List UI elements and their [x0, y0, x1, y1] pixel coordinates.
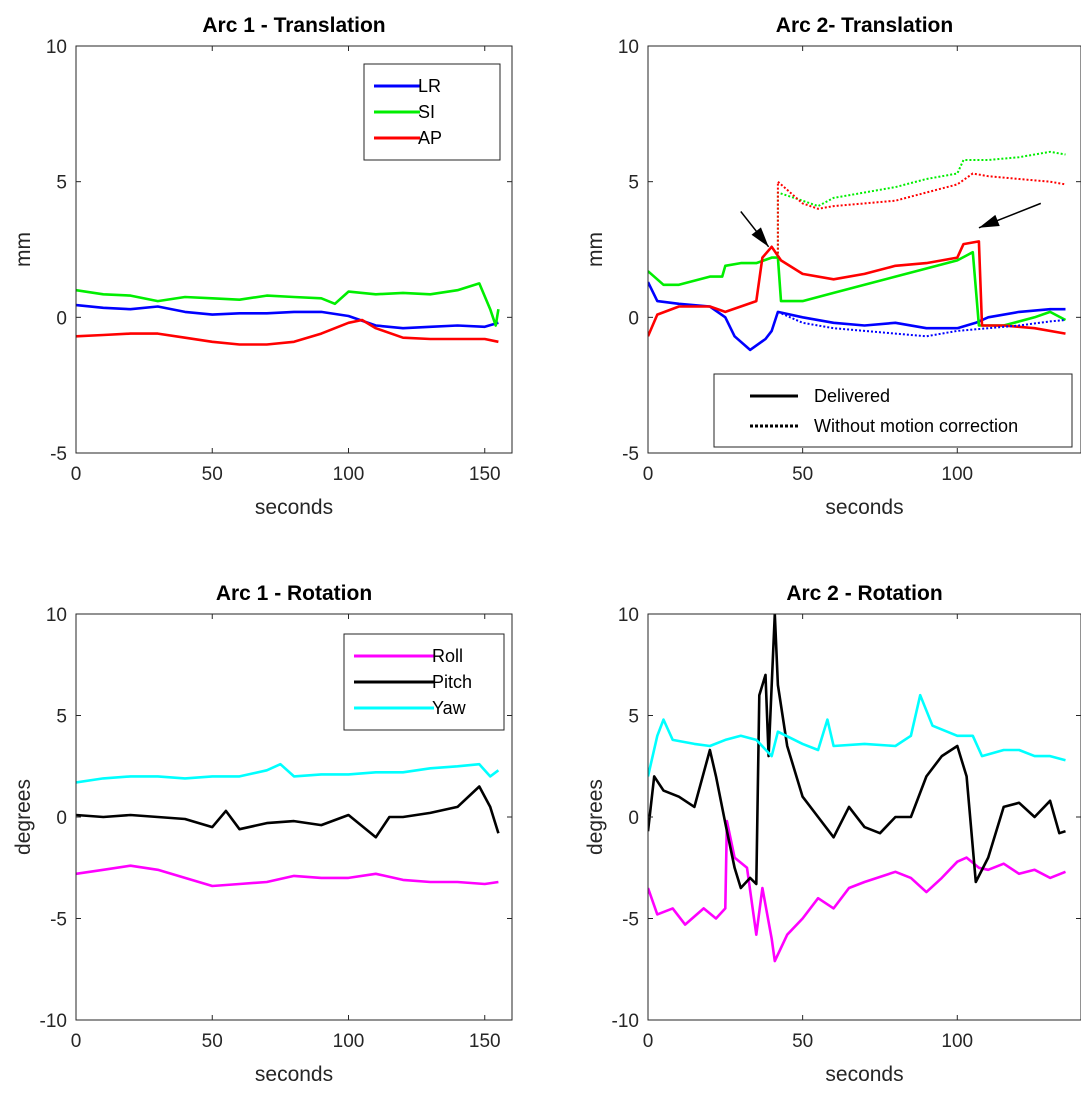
series-line-5	[778, 174, 1066, 258]
x-tick-label: 50	[202, 464, 223, 485]
x-axis-label: seconds	[825, 1063, 903, 1086]
x-tick-label: 0	[71, 1031, 82, 1052]
annotation-arrowhead	[752, 227, 769, 246]
x-tick-label: 50	[202, 1031, 223, 1052]
legend-label: Roll	[432, 646, 463, 666]
series-line-3	[648, 695, 1066, 776]
x-tick-label: 150	[469, 1031, 501, 1052]
y-tick-label: -5	[50, 444, 67, 465]
series-line-4	[778, 152, 1066, 258]
legend: Delivered Without motion correction	[714, 374, 1072, 447]
y-axis-label: mm	[12, 232, 35, 267]
y-tick-label: 0	[56, 808, 67, 829]
y-tick-label: 10	[618, 605, 639, 626]
y-tick-label: 0	[56, 308, 67, 329]
x-tick-label: 150	[469, 464, 501, 485]
y-tick-label: -5	[622, 910, 639, 931]
y-tick-label: 10	[46, 37, 67, 58]
legend-label: AP	[418, 128, 442, 148]
series-line-yaw	[76, 764, 498, 782]
series-line-roll	[76, 866, 498, 886]
y-axis-label: degrees	[12, 779, 35, 855]
legend-box	[714, 374, 1072, 447]
series-line-si	[76, 283, 498, 325]
y-tick-label: 0	[628, 808, 639, 829]
chart-panel-4: 0 50 100 -10 -5 0 5 10 Arc 2 - Rotation seconds de…	[584, 582, 1081, 1086]
legend: LR SI AP	[364, 64, 500, 160]
y-tick-label: -5	[622, 444, 639, 465]
x-tick-label: 50	[792, 1031, 813, 1052]
series-line-pitch	[76, 787, 498, 838]
series-line-ap	[76, 320, 498, 345]
x-tick-label: 0	[643, 1031, 654, 1052]
chart-title: Arc 1 - Translation	[202, 14, 385, 37]
series-line-6	[778, 312, 1066, 336]
legend-label: SI	[418, 102, 435, 122]
y-tick-label: -5	[50, 910, 67, 931]
legend-label: Delivered	[814, 386, 890, 406]
chart-title: Arc 2 - Rotation	[786, 582, 942, 605]
axes-box	[648, 614, 1081, 1020]
x-tick-label: 0	[71, 464, 82, 485]
legend-label: Yaw	[432, 698, 467, 718]
y-tick-label: 5	[628, 707, 639, 728]
legend: Roll Pitch Yaw	[344, 634, 504, 730]
series-line-3	[648, 241, 1066, 336]
x-tick-label: 100	[333, 464, 365, 485]
series-line-1	[648, 821, 1066, 961]
x-tick-label: 0	[643, 464, 654, 485]
chart-title: Arc 2- Translation	[776, 14, 953, 37]
y-tick-label: 10	[46, 605, 67, 626]
y-axis-label: mm	[584, 232, 607, 267]
y-tick-label: 5	[628, 173, 639, 194]
x-tick-label: 100	[941, 1031, 973, 1052]
x-tick-label: 100	[941, 464, 973, 485]
y-tick-label: 0	[628, 308, 639, 329]
x-tick-label: 100	[333, 1031, 365, 1052]
annotation-arrowhead	[979, 215, 1000, 228]
y-tick-label: 5	[56, 173, 67, 194]
chart-panel-3: 0 50 100 150 -10 -5 0 5 10 Arc 1 - Rotation second…	[12, 582, 512, 1086]
legend-label: Without motion correction	[814, 416, 1018, 436]
y-tick-label: -10	[40, 1011, 67, 1032]
legend-label: Pitch	[432, 672, 472, 692]
x-axis-label: seconds	[255, 496, 333, 519]
legend-label: LR	[418, 76, 441, 96]
y-tick-label: 10	[618, 37, 639, 58]
y-tick-label: -10	[612, 1011, 639, 1032]
series-line-lr	[76, 305, 498, 328]
x-tick-label: 50	[792, 464, 813, 485]
series-line-1	[648, 282, 1066, 350]
x-axis-label: seconds	[825, 496, 903, 519]
chart-title: Arc 1 - Rotation	[216, 582, 372, 605]
y-tick-label: 5	[56, 707, 67, 728]
y-axis-label: degrees	[584, 779, 607, 855]
x-axis-label: seconds	[255, 1063, 333, 1086]
